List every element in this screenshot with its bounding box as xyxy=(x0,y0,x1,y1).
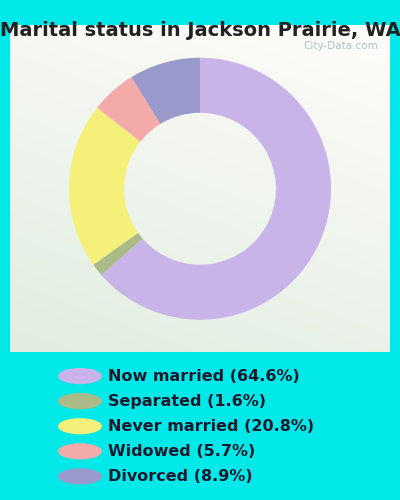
Text: City-Data.com: City-Data.com xyxy=(304,42,378,51)
Text: Divorced (8.9%): Divorced (8.9%) xyxy=(108,469,253,484)
Circle shape xyxy=(58,468,102,484)
Circle shape xyxy=(58,393,102,409)
Circle shape xyxy=(58,418,102,434)
Wedge shape xyxy=(93,233,143,275)
Text: Marital status in Jackson Prairie, WA: Marital status in Jackson Prairie, WA xyxy=(0,21,400,40)
Wedge shape xyxy=(69,108,140,264)
Circle shape xyxy=(58,443,102,460)
Circle shape xyxy=(58,368,102,384)
Text: Now married (64.6%): Now married (64.6%) xyxy=(108,368,300,384)
Wedge shape xyxy=(101,58,331,320)
Text: Widowed (5.7%): Widowed (5.7%) xyxy=(108,444,255,459)
Wedge shape xyxy=(97,77,160,142)
Wedge shape xyxy=(132,58,200,124)
Text: Separated (1.6%): Separated (1.6%) xyxy=(108,394,266,408)
Text: Never married (20.8%): Never married (20.8%) xyxy=(108,419,314,434)
